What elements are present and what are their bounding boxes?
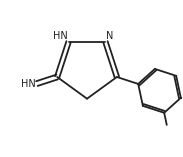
Text: HN: HN: [21, 78, 36, 89]
Text: HN: HN: [53, 31, 68, 41]
Text: N: N: [106, 31, 114, 41]
